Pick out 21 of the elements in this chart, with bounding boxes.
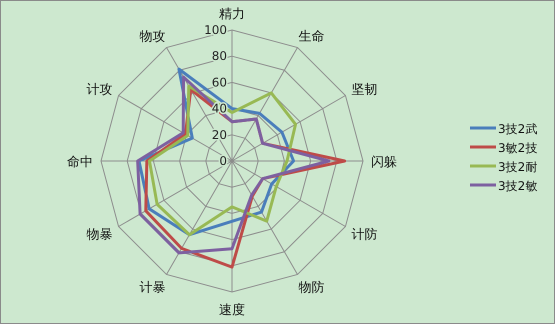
legend-label: 3技2武	[498, 122, 538, 136]
y-tick-label: 80	[212, 49, 227, 64]
spoke-label: 物防	[298, 280, 324, 296]
legend-label: 3敏2技	[498, 141, 538, 155]
y-tick-label: 0	[219, 154, 227, 168]
y-tick-label: 60	[212, 75, 227, 90]
spoke-label: 闪躲	[371, 155, 397, 170]
spoke-label: 精力	[219, 7, 245, 22]
spoke-label: 速度	[219, 302, 245, 318]
spoke-label: 物暴	[86, 228, 112, 242]
spoke-label: 命中	[67, 155, 93, 170]
legend-label: 3技2敏	[498, 179, 538, 193]
legend-label: 3技2耐	[498, 160, 538, 174]
spoke-label: 计防	[352, 228, 378, 242]
y-tick-label: 20	[212, 128, 227, 142]
spoke-label: 计暴	[140, 280, 166, 296]
y-tick-label: 100	[204, 23, 227, 37]
spoke-label: 坚韧	[352, 82, 378, 98]
spoke-label: 计攻	[86, 82, 112, 98]
spoke-label: 物攻	[140, 29, 166, 44]
spoke-label: 生命	[298, 29, 324, 44]
